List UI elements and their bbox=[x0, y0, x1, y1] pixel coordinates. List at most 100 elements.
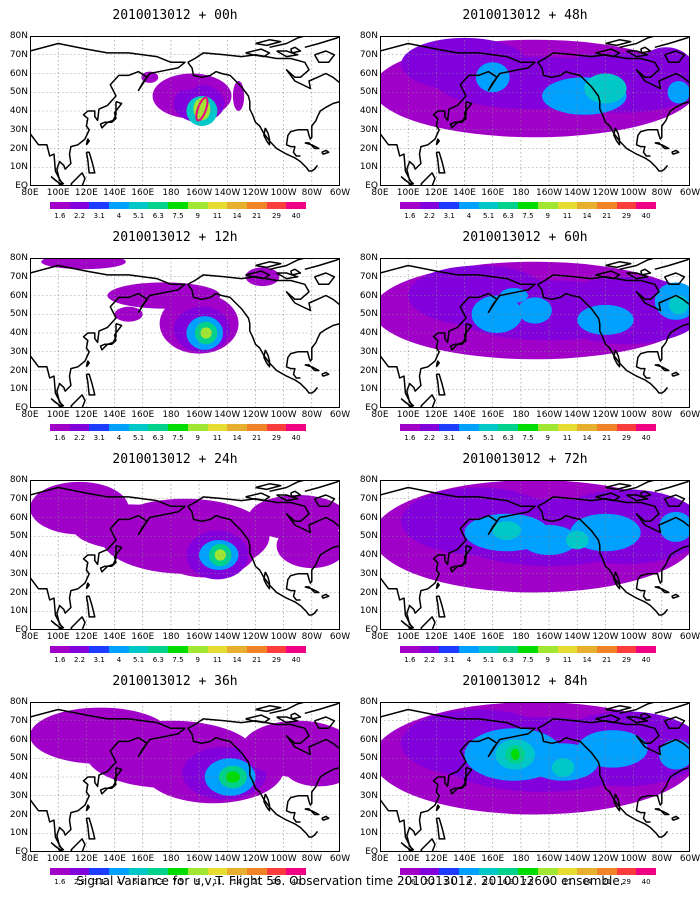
longitude-label: 160W bbox=[536, 854, 563, 864]
latitude-label: 60N bbox=[359, 290, 378, 301]
coastline bbox=[255, 483, 282, 491]
coastline bbox=[605, 705, 632, 713]
colorbar-swatch bbox=[596, 202, 617, 209]
coastline bbox=[289, 268, 302, 276]
coastline bbox=[263, 571, 271, 590]
colorbar-label: 40 bbox=[291, 434, 301, 442]
colorbar-label: 11 bbox=[562, 656, 572, 664]
coastline bbox=[639, 46, 652, 54]
longitude-label: 180 bbox=[512, 632, 530, 642]
longitude-label: 100W bbox=[270, 188, 297, 198]
coastline bbox=[245, 270, 271, 280]
colorbar-label: 7.5 bbox=[172, 434, 184, 442]
latitude-label: 10N bbox=[9, 162, 28, 173]
colorbar-swatch bbox=[187, 202, 208, 209]
variance-contour bbox=[637, 47, 690, 93]
colorbar-label: 21 bbox=[252, 434, 262, 442]
coastline bbox=[635, 322, 690, 379]
longitude-label: 160E bbox=[481, 854, 505, 864]
colorbar-swatch bbox=[227, 424, 247, 431]
latitude-label: 30N bbox=[9, 346, 28, 357]
longitude-label: 160E bbox=[481, 632, 505, 642]
map-frame bbox=[30, 480, 340, 630]
colorbar-label: 6.3 bbox=[152, 434, 164, 442]
latitude-label: EQ bbox=[365, 403, 378, 413]
latitude-label: 40N bbox=[359, 328, 378, 338]
latitude-label: 40N bbox=[9, 106, 28, 116]
longitude-label: 80E bbox=[371, 410, 389, 420]
longitude-label: 140W bbox=[564, 632, 591, 642]
longitude-label: 60W bbox=[329, 854, 351, 864]
coastline bbox=[537, 505, 669, 616]
colorbar-swatch bbox=[636, 646, 656, 653]
coastline bbox=[605, 261, 632, 269]
map-border bbox=[380, 36, 690, 186]
colorbar-label: 4 bbox=[116, 212, 122, 220]
colorbar-swatch bbox=[518, 424, 538, 431]
variance-contour bbox=[659, 511, 690, 542]
colorbar-swatch bbox=[266, 646, 287, 653]
variance-contour bbox=[114, 306, 143, 322]
variance-map bbox=[380, 702, 690, 852]
latitude-label: 20N bbox=[9, 143, 28, 154]
colorbar-label: 5.1 bbox=[483, 434, 495, 442]
map-panel: 2010013012 + 12h 80N 70N 60N 50N 40N 30N 20N 10N… bbox=[10, 230, 350, 445]
latitude-label: 80N bbox=[359, 475, 378, 485]
latitude-label: 50N bbox=[359, 531, 378, 542]
coastline bbox=[85, 595, 96, 618]
coastline bbox=[380, 577, 414, 629]
longitude-label: 160W bbox=[186, 188, 213, 198]
latitude-label: 20N bbox=[359, 587, 378, 598]
coastline bbox=[304, 808, 320, 816]
coastline bbox=[435, 373, 446, 396]
longitude-label: 100W bbox=[270, 410, 297, 420]
colorbar-label: 3.1 bbox=[443, 434, 455, 442]
colorbar-label: 4 bbox=[466, 878, 472, 886]
colorbar-swatch bbox=[168, 202, 188, 209]
latitude-label: 70N bbox=[9, 49, 28, 60]
longitude-label: 160E bbox=[131, 854, 155, 864]
longitude-label: 140E bbox=[453, 188, 476, 198]
coastline bbox=[595, 714, 621, 724]
latitude-label: 70N bbox=[9, 493, 28, 504]
variance-contour bbox=[518, 297, 552, 324]
colorbar-swatch bbox=[439, 202, 460, 209]
coastline bbox=[435, 360, 440, 368]
colorbar-swatch bbox=[148, 424, 169, 431]
colorbar-label: 1.6 bbox=[54, 212, 66, 220]
colorbar bbox=[400, 202, 656, 209]
colorbar-label: 9 bbox=[195, 212, 200, 220]
coastline bbox=[85, 582, 90, 590]
grid-lines bbox=[380, 702, 690, 852]
colorbar-label: 14 bbox=[582, 434, 592, 442]
coastline bbox=[30, 264, 186, 407]
colorbar-swatch bbox=[207, 424, 228, 431]
longitude-label: 140E bbox=[103, 854, 126, 864]
colorbar-label: 40 bbox=[641, 656, 651, 664]
longitude-label: 140E bbox=[103, 632, 126, 642]
longitude-label: 100E bbox=[396, 854, 420, 864]
coastline bbox=[304, 142, 320, 150]
coastline bbox=[380, 355, 414, 407]
variance-field bbox=[380, 261, 690, 360]
colorbar-swatch bbox=[518, 868, 538, 875]
grid-lines bbox=[30, 258, 340, 408]
coastline bbox=[654, 258, 690, 271]
colorbar-swatch bbox=[109, 424, 129, 431]
colorbar-swatch bbox=[89, 646, 110, 653]
coastline bbox=[99, 322, 123, 351]
colorbar-label: 6.3 bbox=[502, 212, 514, 220]
colorbar-swatch bbox=[419, 646, 440, 653]
variance-contour bbox=[193, 97, 211, 121]
colorbar-label: 11 bbox=[212, 878, 222, 886]
longitude-label: 80E bbox=[371, 854, 389, 864]
latitude-label: 20N bbox=[9, 587, 28, 598]
colorbar-label: 2.2 bbox=[73, 878, 86, 886]
variance-map bbox=[30, 702, 340, 852]
colorbar-label: 11 bbox=[212, 656, 222, 664]
colorbar-swatch bbox=[577, 646, 597, 653]
map-border bbox=[30, 480, 340, 630]
colorbar-label: 40 bbox=[291, 212, 301, 220]
colorbar-swatch bbox=[168, 868, 188, 875]
coastline bbox=[435, 138, 440, 146]
